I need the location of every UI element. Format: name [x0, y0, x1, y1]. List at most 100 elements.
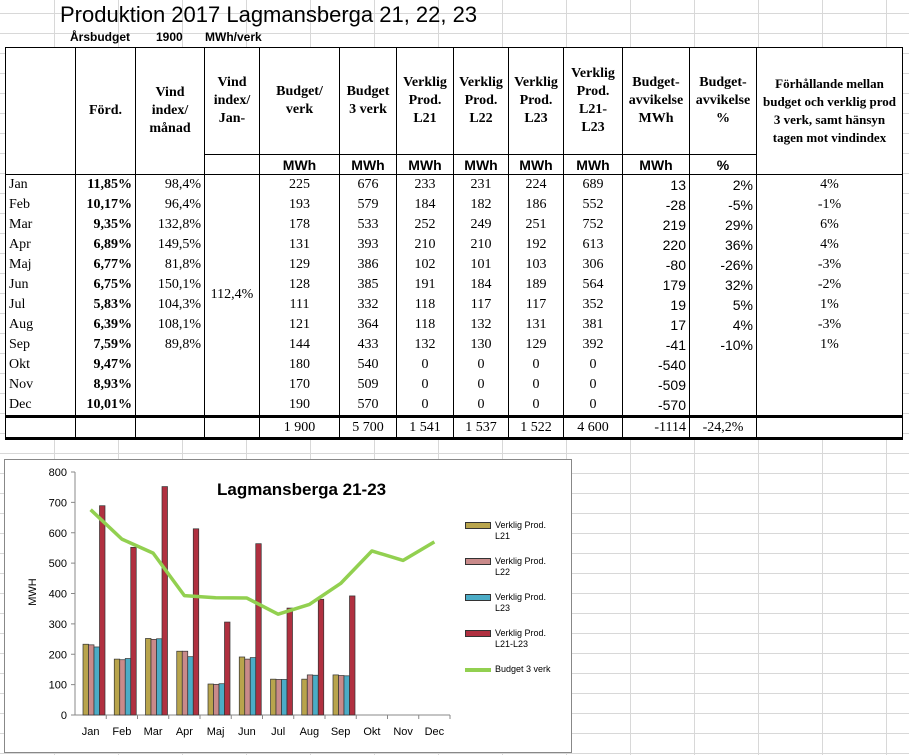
- l22-cell: 132: [453, 315, 509, 335]
- vind-cell: 108,1%: [135, 315, 205, 335]
- legend-swatch: [465, 630, 491, 637]
- bar-3-aug: [312, 674, 319, 716]
- budget-verk-cell: 225: [259, 174, 340, 195]
- ford-cell: 10,01%: [75, 395, 136, 417]
- budget-verk-cell: 170: [259, 375, 340, 395]
- avv-mwh-cell: 17: [622, 315, 690, 335]
- budget-3verk-cell: 570: [339, 395, 397, 417]
- y-tick-label: 800: [49, 467, 67, 479]
- table-row: Aug 6,39% 108,1% 121 364 118 132 131 381 17 4% -3%: [5, 315, 903, 335]
- l21-23-cell: 564: [563, 275, 623, 295]
- month-cell: Mar: [5, 215, 76, 235]
- l21-cell: 0: [396, 355, 454, 375]
- ford-cell: 8,93%: [75, 375, 136, 395]
- totals-row: 1 900 5 700 1 541 1 537 1 522 4 600 -111…: [5, 415, 903, 440]
- avv-pct-cell: 5%: [689, 295, 757, 315]
- forh-cell: -1%: [756, 195, 903, 215]
- unit-row: MWh MWh MWh MWh MWh MWh MWh %: [6, 154, 903, 175]
- bar-3-jun: [249, 657, 257, 716]
- bar-4-maj: [224, 621, 231, 716]
- vind-manad-header: Vind index/ månad: [135, 47, 205, 175]
- budget-verk-cell: 178: [259, 215, 340, 235]
- bar-4-jun: [255, 543, 262, 716]
- bar-3-maj: [218, 683, 225, 716]
- bar-1-aug: [301, 678, 308, 716]
- l21-23-header: Verklig Prod. L21- L23: [563, 47, 623, 155]
- table-row: Apr 6,89% 149,5% 131 393 210 210 192 613 220 36% 4%: [5, 235, 903, 255]
- production-chart[interactable]: Lagmansberga 21-23 MWH 0 100 200 300 400 500 6…: [4, 459, 572, 753]
- l21-23-cell: 0: [563, 355, 623, 375]
- l21-unit: MWh: [396, 154, 454, 175]
- avv-pct-cell: [689, 375, 757, 395]
- bar-1-mar: [145, 638, 152, 716]
- l21-23-cell: 352: [563, 295, 623, 315]
- l21-23-cell: 392: [563, 335, 623, 355]
- l22-cell: 130: [453, 335, 509, 355]
- total-l21: 1 541: [396, 415, 454, 440]
- arsbudget-label: Årsbudget: [70, 30, 130, 44]
- avv-mwh-unit: MWh: [622, 154, 690, 175]
- x-tick-label: Feb: [112, 726, 131, 738]
- l23-cell: 251: [508, 215, 564, 235]
- x-tick-label: Jul: [271, 726, 285, 738]
- bar-4-apr: [192, 528, 200, 716]
- l23-cell: 0: [508, 375, 564, 395]
- bar-1-apr: [176, 650, 183, 716]
- l22-cell: 182: [453, 195, 509, 215]
- bar-2-jan: [88, 644, 95, 716]
- table-row: Nov 8,93% 170 509 0 0 0 0 -509: [5, 375, 903, 395]
- production-table: Förd. Vind index/ månad Vind index/ Jan-…: [5, 47, 903, 440]
- month-cell: Sep: [5, 335, 76, 355]
- l23-cell: 192: [508, 235, 564, 255]
- avv-mwh-cell: 219: [622, 215, 690, 235]
- budget-3verk-cell: 579: [339, 195, 397, 215]
- y-tick-label: 100: [49, 680, 67, 692]
- l21-cell: 252: [396, 215, 454, 235]
- l22-header: Verklig Prod. L22: [453, 47, 509, 155]
- total-budget-verk: 1 900: [259, 415, 340, 440]
- l21-23-cell: 613: [563, 235, 623, 255]
- budget-verk-cell: 128: [259, 275, 340, 295]
- legend-label: Verklig Prod. L22: [495, 556, 547, 577]
- forh-cell: 6%: [756, 215, 903, 235]
- bar-2-aug: [306, 674, 314, 716]
- legend-item: Verklig Prod. L21: [465, 520, 565, 542]
- vind-cell: 81,8%: [135, 255, 205, 275]
- budget-verk-cell: 121: [259, 315, 340, 335]
- forh-cell: [756, 395, 903, 417]
- avv-pct-header: Budget- avvikelse %: [689, 47, 757, 155]
- forh-header: Förhållande mellan budget och verklig pr…: [756, 47, 903, 175]
- l22-cell: 101: [453, 255, 509, 275]
- avv-pct-cell: -26%: [689, 255, 757, 275]
- ford-cell: 7,59%: [75, 335, 136, 355]
- budget-3verk-unit: MWh: [339, 154, 397, 175]
- forh-cell: -2%: [756, 275, 903, 295]
- bar-1-jun: [238, 656, 246, 716]
- avv-mwh-cell: 179: [622, 275, 690, 295]
- avv-pct-cell: -10%: [689, 335, 757, 355]
- bar-4-jul: [286, 607, 293, 716]
- l21-cell: 118: [396, 315, 454, 335]
- l21-cell: 191: [396, 275, 454, 295]
- bar-3-jul: [281, 679, 288, 716]
- budget-verk-cell: 111: [259, 295, 340, 315]
- bar-1-feb: [113, 658, 121, 716]
- l22-cell: 184: [453, 275, 509, 295]
- legend-swatch: [465, 594, 491, 601]
- table-row: Maj 6,77% 81,8% 129 386 102 101 103 306 -80 -26% -3…: [5, 255, 903, 275]
- l23-unit: MWh: [508, 154, 564, 175]
- ford-cell: 11,85%: [75, 174, 136, 195]
- budget-verk-cell: 129: [259, 255, 340, 275]
- legend-item: Verklig Prod. L23: [465, 592, 565, 614]
- budget-verk-cell: 180: [259, 355, 340, 375]
- bar-1-maj: [207, 683, 214, 716]
- legend-item: Verklig Prod. L21-L23: [465, 628, 565, 650]
- avv-pct-cell: 29%: [689, 215, 757, 235]
- budget-verk-unit: MWh: [259, 154, 340, 175]
- l21-header: Verklig Prod. L21: [396, 47, 454, 155]
- forh-cell: [756, 375, 903, 395]
- ford-cell: 6,75%: [75, 275, 136, 295]
- ford-cell: 9,47%: [75, 355, 136, 375]
- l21-cell: 233: [396, 174, 454, 195]
- y-tick-label: 600: [49, 528, 67, 540]
